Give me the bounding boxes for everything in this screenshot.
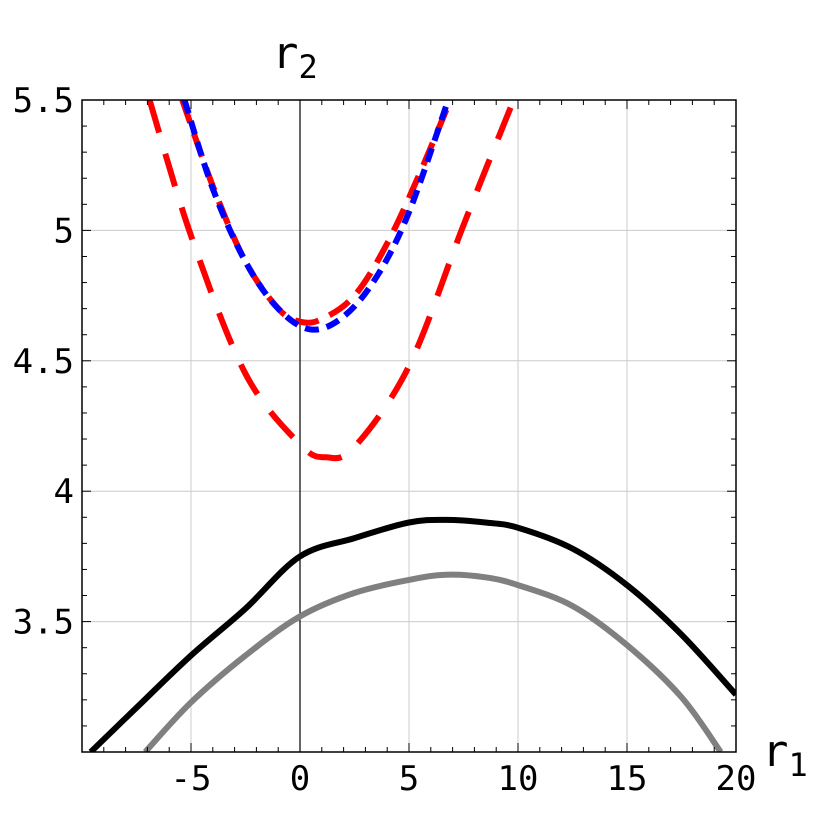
tick-labels: -5 0 5 10 15 20 3.5 4 4.5 5 5.5 <box>13 81 757 799</box>
series-line-5 <box>181 100 452 333</box>
y-tick-label: 5 <box>54 211 74 251</box>
x-tick-label: 20 <box>716 759 757 799</box>
x-tick-label: 5 <box>399 759 419 799</box>
y-tick-label: 4.5 <box>13 342 74 382</box>
x-tick-label: -5 <box>171 759 212 799</box>
x-axis-label-sub: 1 <box>789 746 808 784</box>
x-tick-label: 10 <box>498 759 539 799</box>
y-tick-label: 3.5 <box>13 603 74 643</box>
y-tick-label: 5.5 <box>13 81 74 121</box>
y-tick-label: 4 <box>54 472 74 512</box>
x-tick-label: 0 <box>290 759 310 799</box>
series-line-2 <box>142 571 724 752</box>
y-axis-label: r2 <box>272 28 318 86</box>
x-axis-label-main: r <box>762 726 789 777</box>
series-group <box>88 100 736 752</box>
series-line-3 <box>146 100 517 462</box>
x-axis-label: r1 <box>762 726 808 784</box>
y-axis-label-sub: 2 <box>299 48 318 86</box>
tick-marks <box>81 99 737 753</box>
x-tick-label: 15 <box>607 759 648 799</box>
series-line-1 <box>88 516 736 752</box>
y-axis-label-main: r <box>272 28 299 79</box>
